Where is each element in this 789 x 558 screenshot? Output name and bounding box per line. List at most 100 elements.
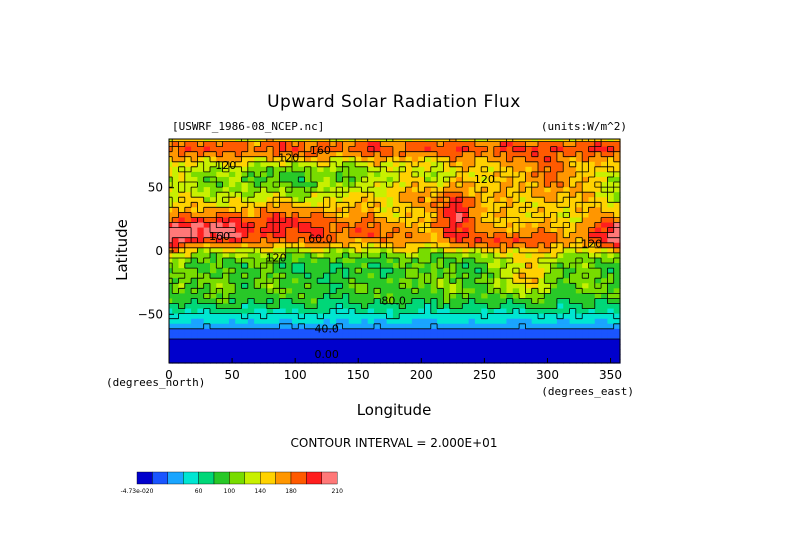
heatmap-cell <box>247 283 255 289</box>
heatmap-cell <box>613 202 621 208</box>
heatmap-cell <box>386 227 394 234</box>
heatmap-cell <box>512 349 520 355</box>
heatmap-cell <box>487 212 495 219</box>
heatmap-cell <box>374 252 381 259</box>
heatmap-cell <box>241 197 249 203</box>
heatmap-cell <box>178 141 186 148</box>
heatmap-cell <box>569 227 577 234</box>
heatmap-cell <box>424 139 432 143</box>
heatmap-cell <box>329 313 337 320</box>
heatmap-cell <box>531 139 539 143</box>
heatmap-cell <box>184 247 192 254</box>
heatmap-cell <box>556 359 564 364</box>
heatmap-cell <box>367 278 375 284</box>
heatmap-cell <box>569 257 577 264</box>
heatmap-cell <box>247 359 255 364</box>
heatmap-cell <box>361 242 369 249</box>
heatmap-cell <box>449 217 457 224</box>
heatmap-cell <box>519 278 526 284</box>
heatmap-cell <box>361 308 369 315</box>
heatmap-cell <box>228 308 236 315</box>
heatmap-cell <box>172 313 180 320</box>
heatmap-cell <box>405 354 413 360</box>
heatmap-cell <box>266 151 274 158</box>
heatmap-cell <box>191 359 198 364</box>
heatmap-cell <box>582 268 590 274</box>
heatmap-cell <box>178 288 186 294</box>
heatmap-cell <box>292 146 299 153</box>
heatmap-cell <box>525 207 533 213</box>
heatmap-cell <box>613 156 621 163</box>
heatmap-cell <box>342 318 350 325</box>
heatmap-cell <box>424 318 432 325</box>
heatmap-cell <box>613 171 621 178</box>
heatmap-cell <box>310 151 318 158</box>
heatmap-cell <box>191 273 198 279</box>
heatmap-cell <box>172 182 180 188</box>
heatmap-cell <box>506 182 514 188</box>
heatmap-cell <box>556 176 564 183</box>
contour-label: 160 <box>209 230 230 243</box>
heatmap-cell <box>367 176 375 183</box>
heatmap-cell <box>279 303 287 310</box>
heatmap-cell <box>386 268 394 274</box>
heatmap-cell <box>260 166 268 173</box>
heatmap-cell <box>531 318 539 325</box>
heatmap-cell <box>222 151 230 158</box>
heatmap-cell <box>228 161 236 168</box>
heatmap-cell <box>203 151 211 158</box>
heatmap-cell <box>216 328 224 335</box>
heatmap-cell <box>342 202 350 208</box>
heatmap-cell <box>348 318 356 325</box>
heatmap-cell <box>411 303 419 310</box>
heatmap-cell <box>191 263 198 269</box>
heatmap-cell <box>304 338 312 345</box>
heatmap-cell <box>430 252 438 259</box>
heatmap-cell <box>538 146 545 153</box>
heatmap-cell <box>197 257 205 264</box>
heatmap-cell <box>304 323 312 330</box>
heatmap-cell <box>506 141 514 148</box>
heatmap-cell <box>525 359 533 364</box>
heatmap-cell <box>411 151 419 158</box>
heatmap-cell <box>279 359 287 364</box>
heatmap-cell <box>424 161 432 168</box>
heatmap-cell <box>399 298 407 305</box>
heatmap-cell <box>481 338 489 345</box>
heatmap-cell <box>487 197 495 203</box>
heatmap-cell <box>474 298 482 305</box>
heatmap-cell <box>184 242 192 249</box>
heatmap-cell <box>367 237 375 244</box>
heatmap-cell <box>538 237 545 244</box>
heatmap-cell <box>178 176 186 183</box>
heatmap-cell <box>367 308 375 315</box>
heatmap-cell <box>348 349 356 355</box>
colorbar-swatch <box>321 471 338 485</box>
heatmap-cell <box>266 359 274 364</box>
heatmap-cell <box>575 242 583 249</box>
heatmap-cell <box>247 207 255 213</box>
heatmap-cell <box>594 202 602 208</box>
heatmap-cell <box>304 237 312 244</box>
heatmap-cell <box>273 212 280 219</box>
heatmap-cell <box>273 283 280 289</box>
heatmap-cell <box>304 227 312 234</box>
heatmap-cell <box>279 263 287 269</box>
heatmap-cell <box>367 232 375 239</box>
heatmap-cell <box>411 333 419 340</box>
heatmap-cell <box>273 141 280 148</box>
heatmap-cell <box>525 313 533 320</box>
heatmap-cell <box>563 156 571 163</box>
heatmap-cell <box>241 252 249 259</box>
heatmap-cell <box>411 171 419 178</box>
heatmap-cell <box>348 166 356 173</box>
heatmap-cell <box>292 298 299 305</box>
heatmap-cell <box>203 161 211 168</box>
heatmap-cell <box>481 139 489 143</box>
heatmap-cell <box>298 283 306 289</box>
heatmap-cell <box>418 227 426 234</box>
heatmap-cell <box>500 328 508 335</box>
heatmap-cell <box>172 176 180 183</box>
heatmap-cell <box>512 139 520 143</box>
heatmap-cell <box>462 349 470 355</box>
